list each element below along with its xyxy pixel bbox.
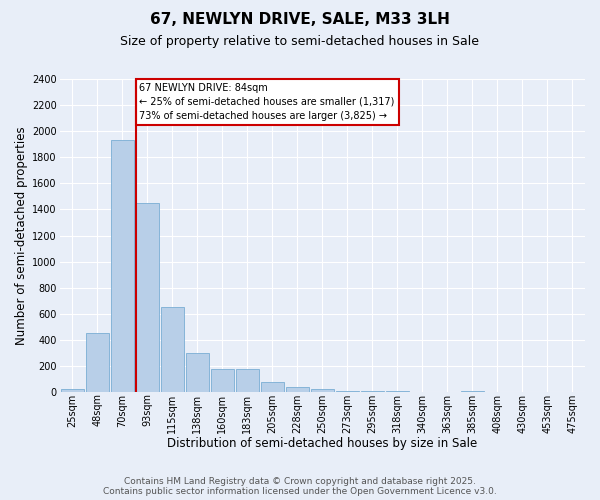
Bar <box>111 140 134 392</box>
Text: 67 NEWLYN DRIVE: 84sqm
← 25% of semi-detached houses are smaller (1,317)
73% of : 67 NEWLYN DRIVE: 84sqm ← 25% of semi-det… <box>139 83 395 121</box>
Bar <box>461 391 484 392</box>
Bar <box>361 391 384 392</box>
Bar <box>236 369 259 392</box>
Text: Size of property relative to semi-detached houses in Sale: Size of property relative to semi-detach… <box>121 35 479 48</box>
Text: Contains HM Land Registry data © Crown copyright and database right 2025.
Contai: Contains HM Land Registry data © Crown c… <box>103 476 497 496</box>
Bar <box>286 387 309 392</box>
Bar <box>261 382 284 392</box>
Bar <box>136 203 159 392</box>
Bar <box>86 334 109 392</box>
Bar <box>336 391 359 392</box>
Bar <box>61 390 84 392</box>
Y-axis label: Number of semi-detached properties: Number of semi-detached properties <box>15 126 28 345</box>
Bar <box>311 390 334 392</box>
Bar <box>211 369 234 392</box>
Bar <box>161 308 184 392</box>
Bar <box>386 391 409 392</box>
X-axis label: Distribution of semi-detached houses by size in Sale: Distribution of semi-detached houses by … <box>167 437 478 450</box>
Text: 67, NEWLYN DRIVE, SALE, M33 3LH: 67, NEWLYN DRIVE, SALE, M33 3LH <box>150 12 450 28</box>
Bar <box>186 353 209 392</box>
